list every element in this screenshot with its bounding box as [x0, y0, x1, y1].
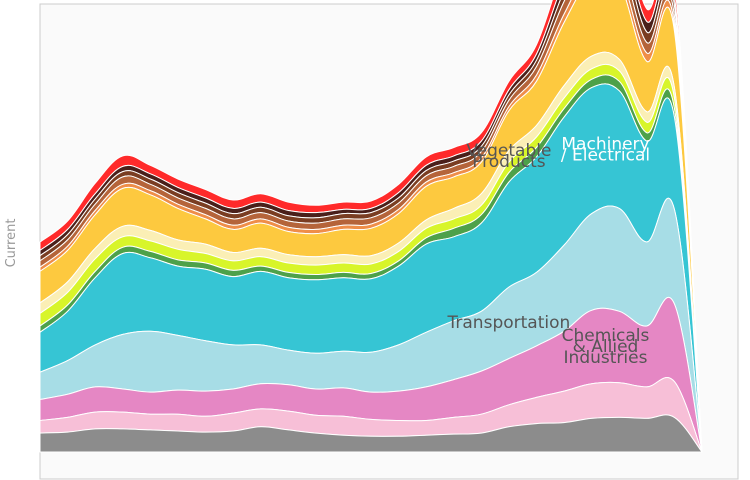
series-layer-0	[39, 414, 703, 453]
y-axis-label: Current	[4, 219, 19, 268]
series-label-7: Vegetable Products	[466, 141, 551, 172]
series-label-4: Machinery / Electrical	[561, 135, 650, 166]
series-label-2: Chemicals & Allied Industries	[562, 326, 650, 368]
series-layers	[39, 0, 703, 453]
series-labels: Chemicals & Allied IndustriesTransportatio…	[447, 135, 651, 368]
series-label-3: Transportation	[447, 313, 571, 333]
